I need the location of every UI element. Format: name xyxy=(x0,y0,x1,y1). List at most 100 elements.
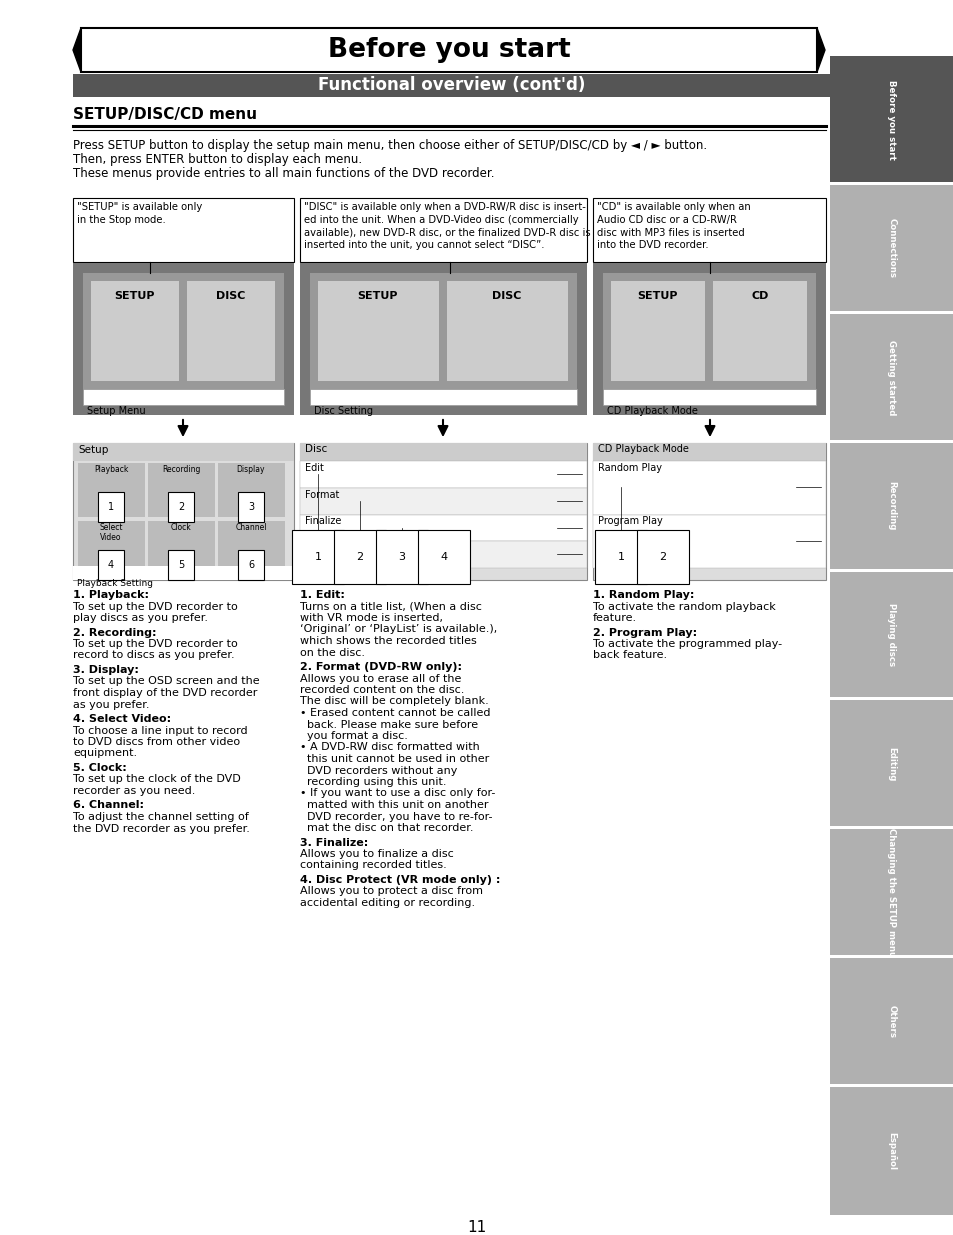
Text: 3. Finalize:: 3. Finalize: xyxy=(299,837,368,847)
Text: 5. Clock:: 5. Clock: xyxy=(73,763,127,773)
Bar xyxy=(73,198,294,262)
Text: Display: Display xyxy=(236,466,265,474)
Text: ‘Original’ or ‘PlayList’ is available.),: ‘Original’ or ‘PlayList’ is available.), xyxy=(299,625,497,635)
Text: Setup Menu: Setup Menu xyxy=(87,406,146,416)
Text: SETUP: SETUP xyxy=(357,291,397,301)
Bar xyxy=(299,461,586,488)
Text: Editing: Editing xyxy=(886,747,896,781)
Text: 2. Format (DVD-RW only):: 2. Format (DVD-RW only): xyxy=(299,662,461,672)
Text: Playback Setting: Playback Setting xyxy=(77,579,152,588)
Text: • If you want to use a disc only for-: • If you want to use a disc only for- xyxy=(299,788,495,799)
Text: Then, press ENTER button to display each menu.: Then, press ENTER button to display each… xyxy=(73,153,362,165)
Text: CD Playback Mode: CD Playback Mode xyxy=(598,445,688,454)
Bar xyxy=(829,826,953,829)
Bar xyxy=(829,830,953,957)
Text: Others: Others xyxy=(886,1005,896,1039)
Bar xyxy=(829,56,953,184)
Bar xyxy=(712,282,806,382)
Text: "CD" is available only when an
Audio CD disc or a CD-RW/R
disc with MP3 files is: "CD" is available only when an Audio CD … xyxy=(597,203,750,251)
Bar xyxy=(78,463,145,517)
Text: • A DVD-RW disc formatted with: • A DVD-RW disc formatted with xyxy=(299,742,479,752)
Text: 4. Select Video:: 4. Select Video: xyxy=(73,714,171,724)
Bar xyxy=(83,273,284,389)
Text: back. Please make sure before: back. Please make sure before xyxy=(299,720,477,730)
Bar xyxy=(299,541,586,568)
Text: 2: 2 xyxy=(356,552,363,562)
Text: 5: 5 xyxy=(177,559,184,571)
Bar xyxy=(829,955,953,957)
Text: Connections: Connections xyxy=(886,219,896,278)
Text: Format: Format xyxy=(305,490,339,500)
Text: 1. Random Play:: 1. Random Play: xyxy=(593,590,694,600)
Bar xyxy=(299,443,586,461)
Bar xyxy=(602,389,815,405)
Text: SETUP/DISC/CD menu: SETUP/DISC/CD menu xyxy=(73,107,256,122)
Bar xyxy=(829,311,953,312)
Text: 2: 2 xyxy=(177,501,184,513)
Text: recorded content on the disc.: recorded content on the disc. xyxy=(299,685,464,695)
Text: 1: 1 xyxy=(617,552,624,562)
Text: Changing the SETUP menu: Changing the SETUP menu xyxy=(886,829,896,957)
Bar xyxy=(829,958,953,1086)
Polygon shape xyxy=(73,28,81,72)
Bar xyxy=(73,443,294,461)
Text: 6: 6 xyxy=(248,559,253,571)
Bar xyxy=(81,28,816,72)
Bar xyxy=(829,314,953,442)
Text: To set up the clock of the DVD: To set up the clock of the DVD xyxy=(73,774,240,784)
Text: To set up the OSD screen and the: To set up the OSD screen and the xyxy=(73,677,259,687)
Bar xyxy=(593,515,825,568)
Text: mat the disc on that recorder.: mat the disc on that recorder. xyxy=(299,823,473,832)
Bar xyxy=(73,566,294,580)
Text: Program Play: Program Play xyxy=(598,516,662,526)
Text: play discs as you prefer.: play discs as you prefer. xyxy=(73,613,208,622)
Text: 3: 3 xyxy=(248,501,253,513)
Text: To set up the DVD recorder to: To set up the DVD recorder to xyxy=(73,638,237,650)
Bar xyxy=(187,282,274,382)
Text: on the disc.: on the disc. xyxy=(299,647,365,657)
Text: These menus provide entries to all main functions of the DVD recorder.: These menus provide entries to all main … xyxy=(73,167,494,180)
Bar xyxy=(593,198,825,262)
Bar xyxy=(829,440,953,442)
Text: CD Playback Mode: CD Playback Mode xyxy=(606,406,698,416)
Text: Finalize: Finalize xyxy=(305,516,341,526)
Text: to DVD discs from other video: to DVD discs from other video xyxy=(73,737,240,747)
Text: accidental editing or recording.: accidental editing or recording. xyxy=(299,898,475,908)
Text: "SETUP" is available only
in the Stop mode.: "SETUP" is available only in the Stop mo… xyxy=(77,203,202,225)
Text: 11: 11 xyxy=(467,1220,486,1235)
Text: as you prefer.: as you prefer. xyxy=(73,699,150,709)
Text: Edit: Edit xyxy=(305,463,323,473)
Text: Allows you to erase all of the: Allows you to erase all of the xyxy=(299,673,461,683)
Text: • Erased content cannot be called: • Erased content cannot be called xyxy=(299,708,490,718)
Text: Select
Video: Select Video xyxy=(99,522,123,542)
Bar xyxy=(829,1084,953,1086)
Text: DISC: DISC xyxy=(492,291,521,301)
Bar xyxy=(299,515,586,541)
Bar xyxy=(829,442,953,571)
Text: which shows the recorded titles: which shows the recorded titles xyxy=(299,636,476,646)
Text: Turns on a title list, (When a disc: Turns on a title list, (When a disc xyxy=(299,601,481,611)
Text: Random Play: Random Play xyxy=(598,463,661,473)
Text: 3: 3 xyxy=(398,552,405,562)
Text: DVD recorders without any: DVD recorders without any xyxy=(299,766,456,776)
Text: Playing discs: Playing discs xyxy=(886,604,896,667)
Text: Before you start: Before you start xyxy=(886,79,896,159)
Text: Recording: Recording xyxy=(886,482,896,531)
Text: the DVD recorder as you prefer.: the DVD recorder as you prefer. xyxy=(73,824,250,834)
Bar xyxy=(218,521,285,576)
Bar xyxy=(829,185,953,312)
Bar xyxy=(310,273,577,389)
Text: The disc will be completely blank.: The disc will be completely blank. xyxy=(299,697,488,706)
Text: To set up the DVD recorder to: To set up the DVD recorder to xyxy=(73,601,237,611)
Text: Disc Setting: Disc Setting xyxy=(314,406,373,416)
Text: matted with this unit on another: matted with this unit on another xyxy=(299,800,488,810)
Bar xyxy=(829,698,953,699)
Text: equipment.: equipment. xyxy=(73,748,137,758)
Text: SETUP: SETUP xyxy=(638,291,678,301)
Text: 2. Program Play:: 2. Program Play: xyxy=(593,627,697,637)
Text: 4. Disc Protect (VR mode only) :: 4. Disc Protect (VR mode only) : xyxy=(299,876,500,885)
Text: recording using this unit.: recording using this unit. xyxy=(299,777,446,787)
Text: recorder as you need.: recorder as you need. xyxy=(73,785,195,797)
Text: Allows you to protect a disc from: Allows you to protect a disc from xyxy=(299,887,482,897)
Polygon shape xyxy=(816,28,824,72)
